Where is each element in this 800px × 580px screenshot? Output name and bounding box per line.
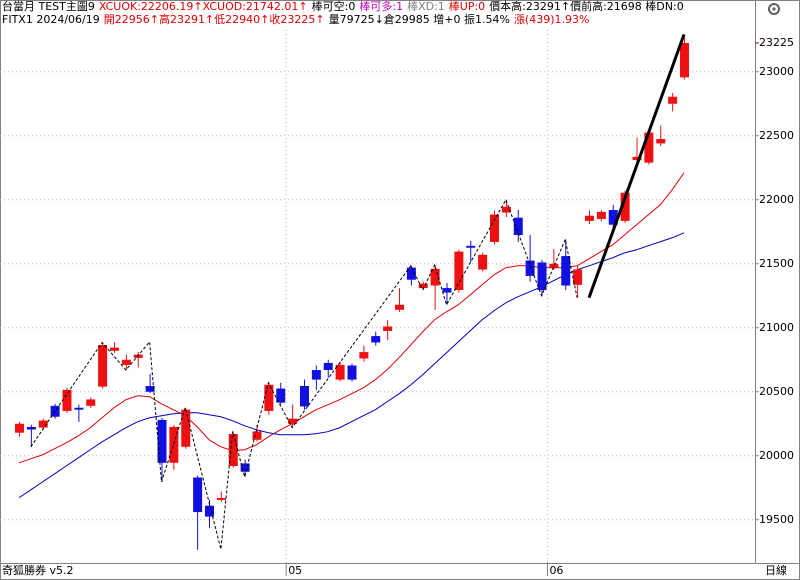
candle-body <box>668 96 678 104</box>
header-segment: FITX1 2024/06/19 <box>2 13 100 26</box>
x-tick-label: 06 <box>549 564 563 577</box>
candle-body <box>478 254 488 270</box>
candle-body <box>466 245 476 248</box>
candle-body <box>300 386 309 407</box>
header-line: 台當月 TEST主圖9 XCUOK:22206.19↑XCUOD:21742.01… <box>2 0 684 13</box>
candle-body <box>15 423 24 433</box>
gear-center[interactable] <box>772 7 776 11</box>
candle-body <box>228 434 238 466</box>
candle-body <box>359 352 369 359</box>
y-tick-label: 22000 <box>759 193 794 206</box>
candle-body <box>656 138 666 144</box>
header-segment: XCUOK:22206.19↑XCUOD:21742.01↑ <box>99 0 308 13</box>
candle-body <box>240 463 250 472</box>
candle-body <box>680 42 689 78</box>
header-segment: 漲(439)1.93% <box>514 13 590 26</box>
candle-body <box>501 206 511 213</box>
header-segment: 棒可多:1 <box>359 0 403 13</box>
candle-body <box>430 268 440 286</box>
y-tick-label: 20000 <box>759 449 794 462</box>
y-tick-label: 21000 <box>759 321 794 334</box>
candle-body <box>596 211 606 219</box>
y-tick-label: 23000 <box>759 65 794 78</box>
candle-body <box>264 384 274 411</box>
gear[interactable] <box>768 3 780 15</box>
candle-body <box>490 214 499 242</box>
candle-body <box>561 256 571 286</box>
candle-body <box>335 364 345 380</box>
candle-body <box>383 326 393 331</box>
y-tick-label: 20500 <box>759 385 794 398</box>
moving-average <box>18 172 685 464</box>
candle-body <box>311 370 321 380</box>
candle-body <box>585 215 594 221</box>
candle-body <box>632 156 642 161</box>
candle-body <box>442 288 452 293</box>
candle-body <box>86 399 96 406</box>
zigzag-line <box>30 198 578 550</box>
candle-body <box>395 304 404 310</box>
x-tick-label: 05 <box>288 564 302 577</box>
candle-body <box>537 262 547 290</box>
footer-left: 奇狐勝券 v5.2 <box>2 563 74 577</box>
y-tick-label: 19500 <box>759 513 794 526</box>
candle-body <box>323 362 333 370</box>
candle-body <box>549 263 559 268</box>
header-segment: 量79725↓倉29985 增+0 振1.54% <box>329 12 510 26</box>
candle-body <box>525 260 535 276</box>
last-price-label: 23225 <box>759 36 794 49</box>
candle-body <box>276 388 286 403</box>
candle-body <box>26 426 36 430</box>
header-segment: 開22956↑高23291↑低22940↑收23225↑ <box>104 12 325 26</box>
candle-body <box>454 251 464 290</box>
candle-body <box>644 132 654 163</box>
candle-body <box>205 505 214 517</box>
candle-body <box>418 283 428 289</box>
candle-body <box>145 386 155 392</box>
candle-body <box>181 409 191 447</box>
header-segment: 棒可空:0 <box>312 0 356 13</box>
header-line: FITX1 2024/06/19 開22956↑高23291↑低22940↑收23… <box>2 12 589 26</box>
candle-body <box>216 498 226 500</box>
candle-body <box>50 405 60 417</box>
candle-body <box>620 192 630 221</box>
header-segment: 棒XD:1 <box>407 0 445 13</box>
candle-body <box>62 389 72 411</box>
candle-body <box>513 217 523 235</box>
header-segment: 棒UP:0 <box>449 0 485 13</box>
candle-body <box>74 407 84 410</box>
candle-body <box>169 426 179 463</box>
candle-body <box>288 418 298 424</box>
y-tick-label: 22500 <box>759 129 794 142</box>
candle-body <box>38 420 48 428</box>
candle-body <box>133 354 143 358</box>
candle-body <box>371 336 381 343</box>
trend-line <box>587 34 686 299</box>
candle-body <box>110 347 119 351</box>
header-segment: 台當月 TEST主圖9 <box>2 0 95 13</box>
settings-icon[interactable] <box>768 3 780 15</box>
candle-body <box>573 269 583 285</box>
candle-body <box>608 210 618 225</box>
candle-body <box>347 365 357 380</box>
candle-body <box>157 419 167 463</box>
candle-body <box>406 267 416 280</box>
header-segment: 價本高:23291↑價前高:21698 棒DN:0 <box>489 0 684 13</box>
candle-body <box>193 477 203 513</box>
candle-body <box>98 345 108 387</box>
footer-right: 日線 <box>765 563 787 577</box>
candle-body <box>252 431 262 440</box>
candle-body <box>121 359 131 365</box>
y-tick-label: 21500 <box>759 257 794 270</box>
